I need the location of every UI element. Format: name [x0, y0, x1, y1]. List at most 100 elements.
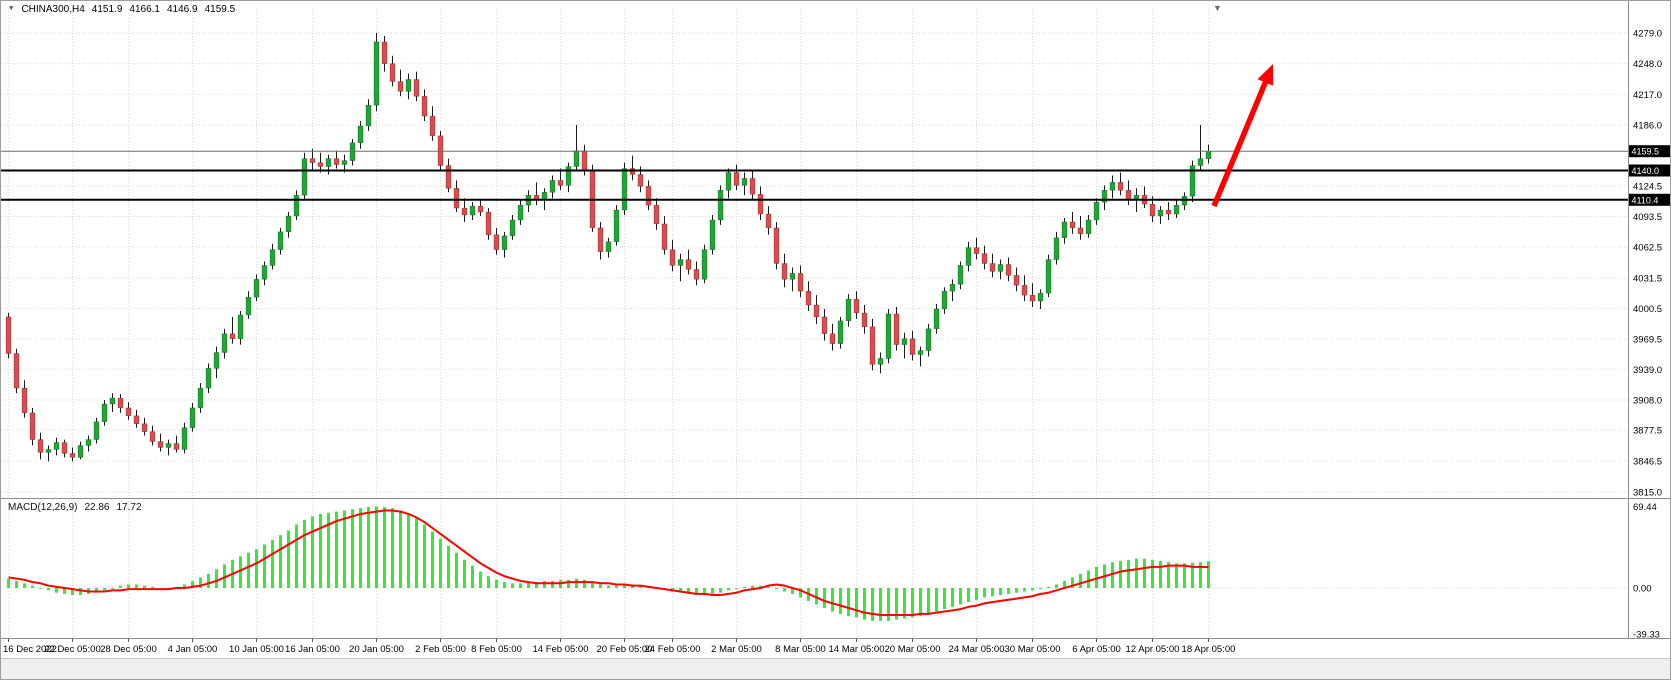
- bear-candle: [853, 298, 860, 314]
- macd-histogram-bar: [343, 510, 346, 588]
- bear-candle: [765, 213, 772, 229]
- macd-histogram-bar: [279, 535, 282, 588]
- bear-candle: [805, 290, 812, 306]
- bull-candle: [213, 352, 220, 369]
- bear-candle: [781, 263, 788, 280]
- macd-histogram-bar: [135, 584, 138, 588]
- macd-histogram-bar: [743, 586, 746, 588]
- time-tick-label: 20 Jan 05:00: [349, 644, 404, 655]
- macd-histogram-bar: [919, 588, 922, 617]
- bull-candle: [901, 338, 908, 345]
- macd-histogram-bar: [511, 583, 514, 588]
- chart-shift-icon[interactable]: ▼: [1213, 3, 1222, 13]
- bull-candle: [1053, 237, 1060, 260]
- bull-candle: [109, 397, 116, 405]
- trend-arrow[interactable]: [1211, 81, 1268, 208]
- time-tick-label: 30 Mar 05:00: [1005, 644, 1061, 655]
- macd-histogram-bar: [7, 578, 10, 588]
- price-tick-label: 4031.5: [1633, 273, 1662, 284]
- bear-candle: [749, 178, 756, 195]
- bull-candle: [549, 180, 556, 193]
- bear-candle: [173, 443, 180, 450]
- bear-candle: [309, 158, 316, 163]
- macd-histogram-bar: [863, 588, 866, 620]
- macd-histogram-bar: [1127, 559, 1130, 588]
- bull-candle: [957, 265, 964, 285]
- bull-candle: [1101, 190, 1108, 203]
- bear-candle: [389, 63, 396, 82]
- macd-histogram-bar: [959, 588, 962, 605]
- macd-histogram-bar: [1047, 586, 1050, 588]
- bull-candle: [509, 219, 516, 237]
- time-tick-label: 14 Feb 05:00: [533, 644, 589, 655]
- bear-candle: [477, 205, 484, 213]
- macd-histogram-bar: [1175, 563, 1178, 588]
- macd-histogram-bar: [391, 508, 394, 588]
- macd-histogram-bar: [119, 585, 122, 588]
- price-tick-label: 4000.5: [1633, 304, 1662, 315]
- bull-candle: [469, 205, 476, 216]
- trend-arrow-head[interactable]: [1257, 64, 1274, 86]
- macd-histogram-bar: [55, 588, 58, 593]
- bear-candle: [637, 174, 644, 187]
- macd-histogram-bar: [1095, 566, 1098, 588]
- time-tick-label: 16 Jan 05:00: [285, 644, 340, 655]
- bear-candle: [661, 223, 668, 250]
- macd-histogram-bar: [943, 588, 946, 610]
- bear-candle: [149, 431, 156, 442]
- bear-candle: [381, 41, 388, 64]
- macd-histogram-bar: [367, 506, 370, 588]
- bear-candle: [693, 269, 700, 280]
- macd-histogram-bar: [855, 588, 858, 618]
- macd-histogram-bar: [1063, 580, 1066, 588]
- macd-histogram-bar: [1167, 562, 1170, 588]
- price-badge: [1629, 164, 1670, 177]
- price-tick-label: 4248.0: [1633, 59, 1662, 70]
- bull-candle: [741, 178, 748, 186]
- macd-histogram-bar: [383, 506, 386, 588]
- macd-histogram-bar: [271, 539, 274, 588]
- candlestick-chart-canvas[interactable]: 4279.0 4248.0 4217.0 4186.0 4124.5 4093.5 4062…: [1, 1, 1671, 659]
- price-tick-label: 4062.5: [1633, 243, 1662, 254]
- macd-histogram-bar: [207, 573, 210, 588]
- bear-candle: [461, 207, 468, 216]
- bull-candle: [269, 249, 276, 266]
- bull-candle: [573, 150, 580, 167]
- macd-histogram-bar: [823, 588, 826, 608]
- price-tick-label: 3939.0: [1633, 365, 1662, 376]
- macd-histogram-bar: [215, 569, 218, 588]
- bear-candle: [333, 158, 340, 165]
- symbol-ohlc-header: ▼ CHINA300,H4 4151.9 4166.1 4146.9 4159.…: [8, 4, 235, 15]
- macd-histogram-bar: [463, 559, 466, 588]
- macd-histogram-bar: [775, 588, 778, 590]
- macd-histogram-bar: [719, 588, 722, 593]
- macd-histogram-bar: [639, 585, 642, 588]
- bull-candle: [1093, 201, 1100, 221]
- bull-candle: [293, 194, 300, 217]
- bull-candle: [373, 41, 380, 106]
- bull-candle: [917, 350, 924, 355]
- macd-histogram-bar: [887, 588, 890, 621]
- macd-histogram-bar: [991, 588, 994, 597]
- time-tick-label: 6 Apr 05:00: [1072, 644, 1121, 655]
- bear-candle: [1069, 221, 1076, 229]
- macd-histogram-bar: [471, 565, 474, 588]
- bull-candle: [205, 368, 212, 389]
- price-tick-label: 3908.0: [1633, 396, 1662, 407]
- macd-histogram-bar: [967, 588, 970, 603]
- symbol-label: CHINA300,H4: [21, 4, 85, 15]
- bear-candle: [1117, 182, 1124, 191]
- macd-histogram-bar: [935, 588, 938, 612]
- bull-candle: [77, 445, 84, 458]
- bear-candle: [581, 150, 588, 171]
- macd-histogram-bar: [295, 524, 298, 588]
- bear-candle: [813, 304, 820, 318]
- bear-candle: [37, 439, 44, 453]
- macd-histogram-bar: [831, 588, 834, 612]
- macd-histogram-bar: [551, 580, 554, 588]
- bear-candle: [413, 79, 420, 97]
- macd-histogram-bar: [375, 506, 378, 588]
- time-tick-label: 16 Dec 2022: [3, 644, 57, 655]
- bear-candle: [669, 249, 676, 266]
